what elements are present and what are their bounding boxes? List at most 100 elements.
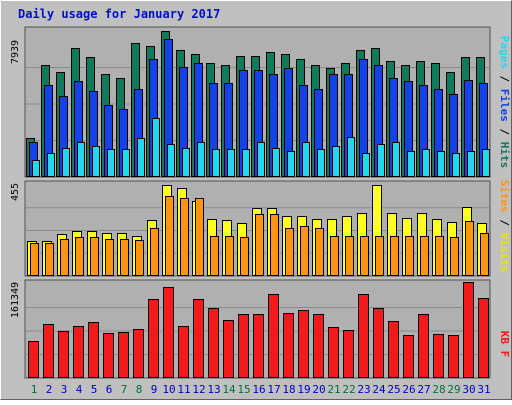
bar-kb-f-day-13: [208, 308, 219, 378]
bar-kb-f-day-12: [193, 299, 204, 378]
bar-sites-day-20: [315, 228, 324, 276]
bar-pages-day-14: [227, 149, 235, 177]
x-tick-label: 18: [282, 383, 295, 396]
x-tick-label: 26: [402, 383, 415, 396]
x-tick-label: 9: [151, 383, 158, 396]
bar-kb-f-day-4: [73, 326, 84, 378]
bar-pages-day-13: [212, 149, 220, 177]
bar-pages-day-12: [197, 142, 205, 177]
x-tick-label: 20: [312, 383, 325, 396]
bar-pages-day-11: [182, 148, 190, 177]
bar-kb-f-day-24: [373, 308, 384, 378]
bar-sites-day-27: [420, 236, 429, 276]
bar-sites-day-1: [30, 243, 39, 276]
x-tick-label: 17: [267, 383, 280, 396]
panel-3-max-label: 161349: [10, 282, 21, 318]
bar-kb-f-day-29: [448, 335, 459, 378]
bar-pages-day-22: [347, 137, 355, 177]
bar-kb-f-day-8: [133, 329, 144, 378]
bar-kb-f-day-30: [463, 282, 474, 378]
bar-sites-day-8: [135, 240, 144, 276]
x-tick-label: 7: [121, 383, 128, 396]
bar-sites-day-5: [90, 237, 99, 276]
bar-pages-day-3: [62, 148, 70, 177]
bar-sites-day-25: [390, 236, 399, 276]
bar-pages-day-27: [422, 149, 430, 177]
bar-kb-f-day-27: [418, 314, 429, 378]
bar-pages-day-6: [107, 149, 115, 177]
bar-sites-day-28: [435, 236, 444, 276]
panel-2-bars: [27, 185, 489, 276]
x-tick-label: 1: [31, 383, 38, 396]
panel-1-legend: Pages / Files / Hits: [498, 36, 511, 169]
bar-kb-f-day-26: [403, 335, 414, 378]
x-tick-label: 21: [327, 383, 340, 396]
x-tick-label: 29: [447, 383, 460, 396]
bar-pages-day-1: [32, 160, 40, 177]
bar-kb-f-day-2: [43, 324, 54, 378]
bar-kb-f-day-31: [478, 298, 489, 378]
legend-kb: KB F: [498, 331, 511, 358]
bar-sites-day-4: [75, 237, 84, 276]
bar-kb-f-day-9: [148, 299, 159, 378]
bar-sites-day-17: [270, 214, 279, 276]
x-tick-label: 25: [387, 383, 400, 396]
bar-pages-day-15: [242, 149, 250, 177]
bar-kb-f-day-15: [238, 314, 249, 378]
bar-pages-day-23: [362, 153, 370, 177]
bar-kb-f-day-20: [313, 314, 324, 378]
panel-2-max-label: 455: [10, 183, 21, 201]
bar-sites-day-30: [465, 221, 474, 276]
bar-sites-day-13: [210, 236, 219, 276]
x-tick-label: 8: [136, 383, 143, 396]
bar-sites-day-12: [195, 198, 204, 276]
bar-sites-day-7: [120, 239, 129, 276]
bar-kb-f-day-25: [388, 321, 399, 378]
bar-pages-day-18: [287, 151, 295, 177]
legend-pages: Pages: [498, 36, 511, 69]
x-tick-label: 15: [237, 383, 250, 396]
bar-pages-day-25: [392, 142, 400, 177]
bar-sites-day-24: [375, 236, 384, 276]
bar-kb-f-day-1: [28, 341, 39, 378]
bar-pages-day-21: [332, 146, 340, 177]
x-tick-label: 12: [192, 383, 205, 396]
panel-3-legend: KB F: [498, 331, 511, 358]
panel-3-bars: [28, 282, 489, 378]
bar-pages-day-19: [302, 142, 310, 177]
x-tick-label: 27: [417, 383, 430, 396]
x-tick-label: 28: [432, 383, 445, 396]
bar-pages-day-5: [92, 146, 100, 177]
bar-kb-f-day-11: [178, 326, 189, 378]
bar-pages-day-17: [272, 148, 280, 177]
legend-files: Files: [498, 89, 511, 122]
bar-kb-f-day-18: [283, 313, 294, 378]
bar-sites-day-3: [60, 239, 69, 276]
bar-kb-f-day-22: [343, 330, 354, 378]
bar-sites-day-29: [450, 237, 459, 276]
bar-sites-day-9: [150, 228, 159, 276]
bar-sites-day-26: [405, 236, 414, 276]
bar-sites-day-22: [345, 236, 354, 276]
bar-kb-f-day-5: [88, 322, 99, 378]
x-tick-label: 4: [76, 383, 83, 396]
bar-pages-day-26: [407, 151, 415, 177]
bar-kb-f-day-19: [298, 310, 309, 378]
x-tick-label: 23: [357, 383, 370, 396]
x-axis-day-labels: 1 2 3 4 5 6 7 8 9 10 11 12 13 14 15 16 17 18 19 20 21 22 23 24 2…: [31, 383, 491, 396]
bar-pages-day-29: [452, 153, 460, 177]
legend-sites: Sites: [498, 180, 511, 213]
bar-pages-day-24: [377, 144, 385, 177]
x-tick-label: 6: [106, 383, 113, 396]
panel-2-legend: Sites / Visits: [498, 180, 511, 273]
bar-sites-day-16: [255, 214, 264, 276]
bar-sites-day-10: [165, 196, 174, 276]
svg-text:Pages / Files / Hits: Pages / Files / Hits: [498, 36, 511, 169]
bar-kb-f-day-6: [103, 333, 114, 378]
panel-1-bars: [26, 31, 490, 177]
bar-sites-day-18: [285, 228, 294, 276]
x-tick-label: 14: [222, 383, 236, 396]
bar-sites-day-6: [105, 239, 114, 276]
